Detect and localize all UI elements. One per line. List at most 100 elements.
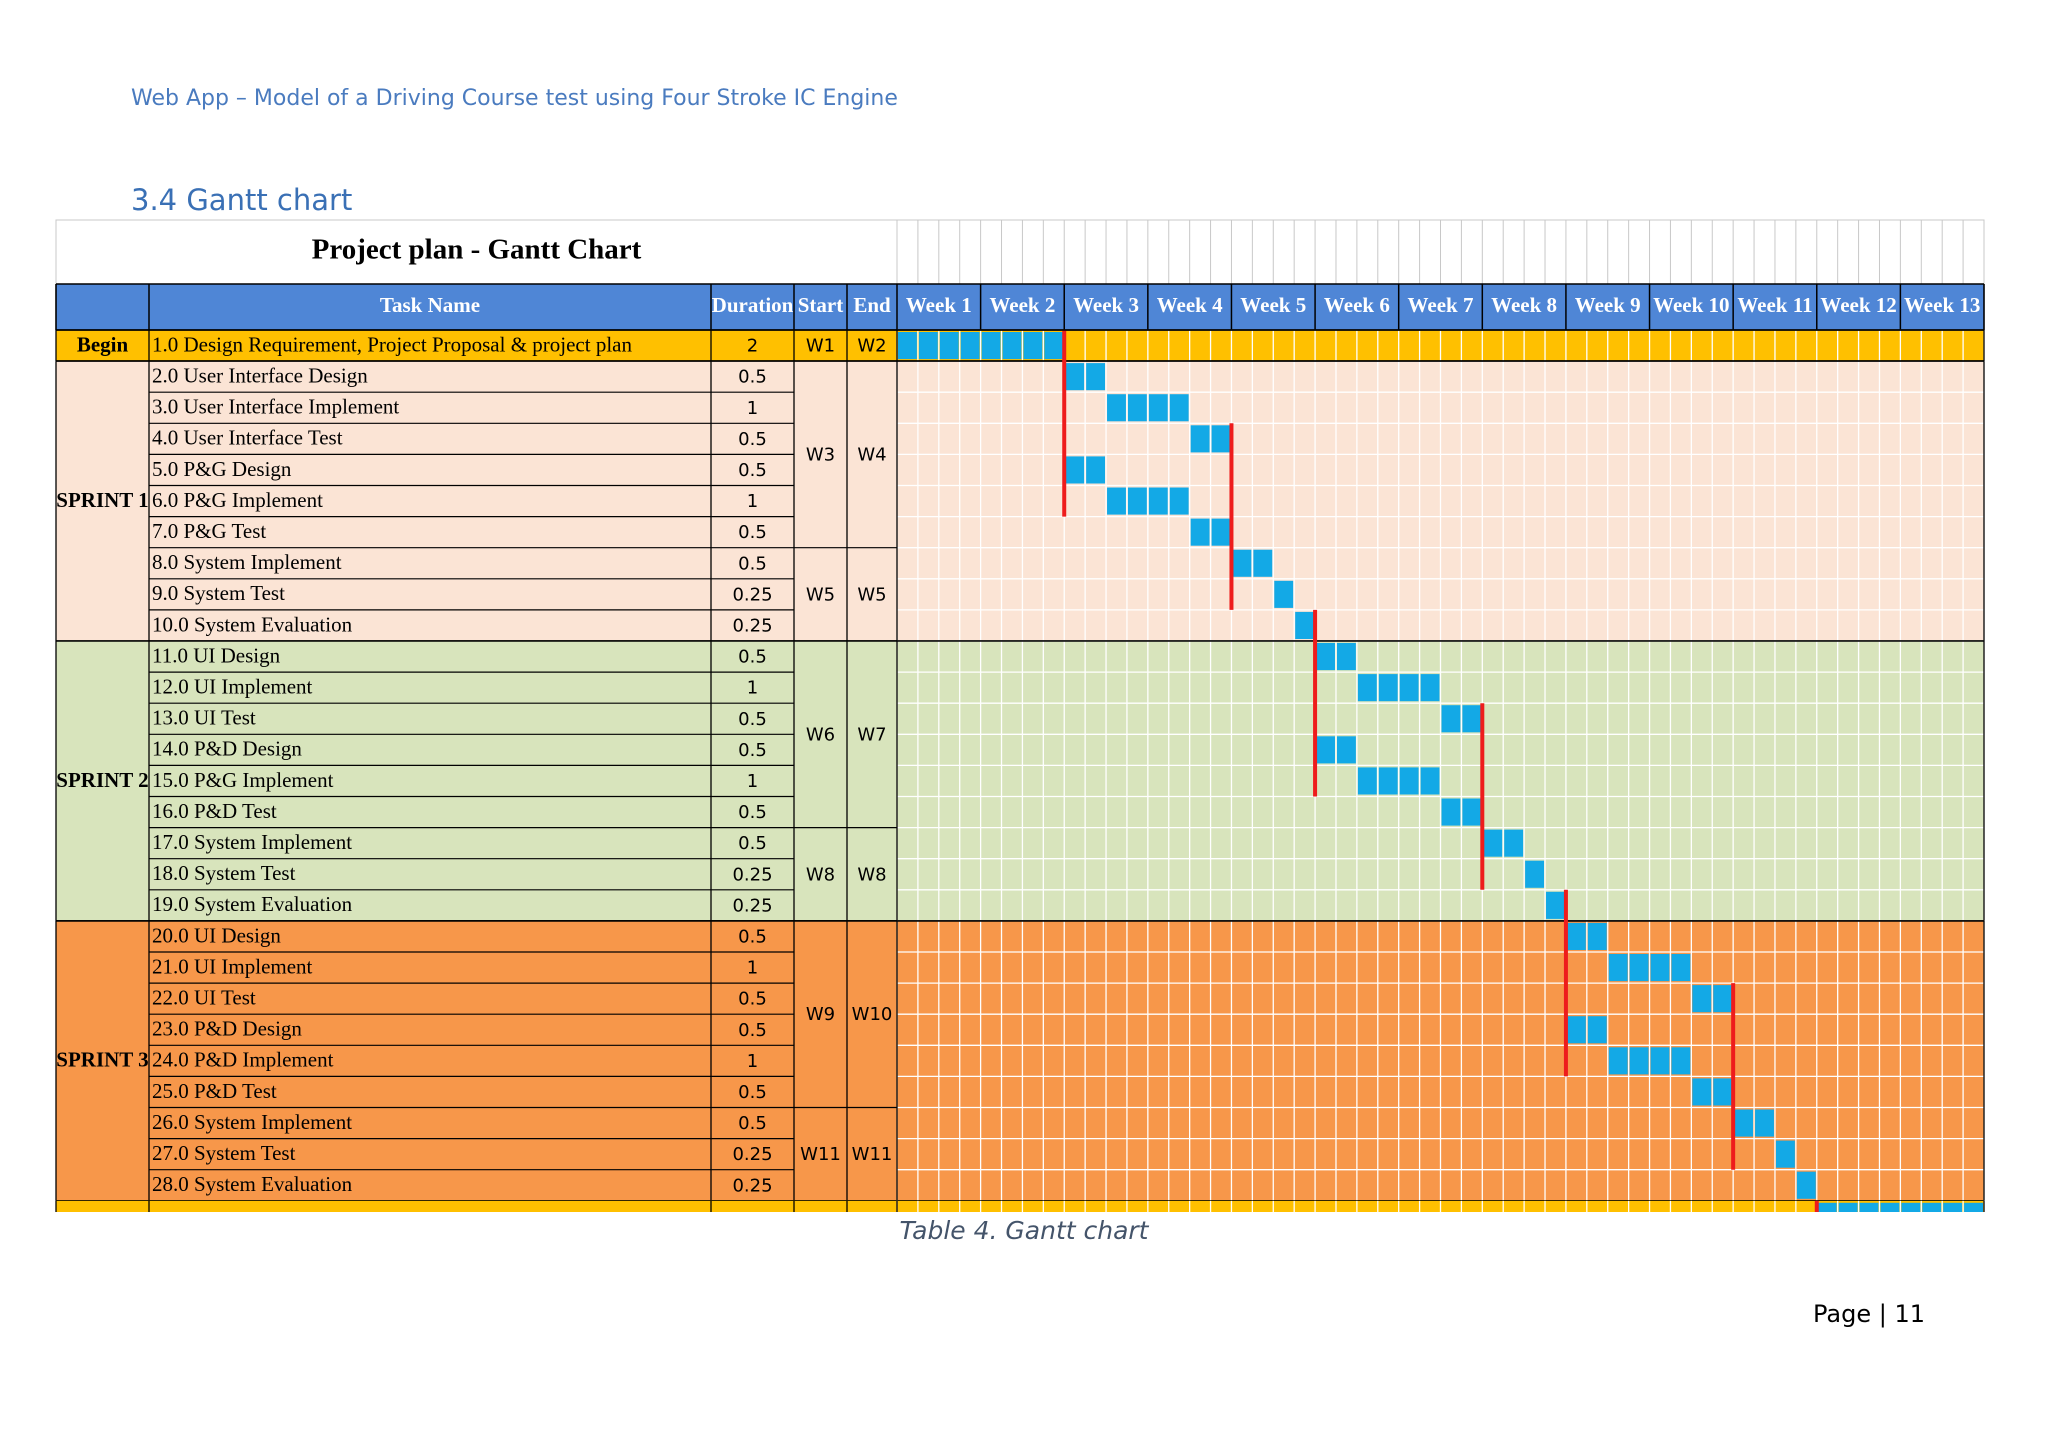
- task-bar-cell: [1587, 1016, 1607, 1044]
- task-bar-cell: [939, 332, 959, 360]
- task-name: 16.0 P&D Test: [152, 799, 277, 823]
- task-bar-cell: [1378, 767, 1398, 795]
- task-duration: 0.5: [738, 553, 767, 574]
- task-name: 11.0 UI Design: [152, 643, 281, 667]
- task-name: 6.0 P&G Implement: [152, 488, 323, 512]
- task-bar-cell: [1295, 611, 1315, 639]
- task-bar-cell: [1044, 332, 1064, 360]
- start-week: W3: [806, 444, 835, 465]
- week-header: Week 8: [1491, 293, 1557, 317]
- task-bar-cell: [1148, 394, 1168, 422]
- task-bar-cell: [1713, 985, 1733, 1013]
- task-bar-cell: [1838, 1202, 1858, 1212]
- task-bar-cell: [1211, 518, 1231, 546]
- task-bar-cell: [1650, 1047, 1670, 1075]
- task-duration: 0.5: [738, 1113, 767, 1134]
- week-header: Week 12: [1820, 293, 1896, 317]
- task-name: 4.0 User Interface Test: [152, 426, 343, 450]
- task-name: 18.0 System Test: [152, 861, 296, 885]
- task-bar-cell: [1629, 1047, 1649, 1075]
- task-duration: 1: [747, 958, 758, 979]
- task-bar-cell: [981, 332, 1001, 360]
- task-bar-cell: [1002, 332, 1022, 360]
- task-bar-cell: [1483, 829, 1503, 857]
- task-bar-cell: [1901, 1202, 1921, 1212]
- task-bar-cell: [1190, 518, 1210, 546]
- end-week: W4: [857, 444, 886, 465]
- table-caption: Table 4. Gantt chart: [899, 1216, 1149, 1245]
- task-duration: 2: [747, 336, 758, 357]
- task-bar-cell: [1755, 1109, 1774, 1137]
- task-bar-cell: [1796, 1171, 1816, 1199]
- task-bar-cell: [1943, 1202, 1963, 1212]
- task-bar-cell: [1546, 891, 1565, 919]
- end-week: W7: [857, 724, 886, 745]
- task-bar-cell: [1065, 456, 1085, 484]
- column-header: Duration: [712, 293, 794, 317]
- task-name: 24.0 P&D Implement: [152, 1048, 334, 1072]
- task-duration: 1: [747, 491, 758, 512]
- task-bar-cell: [1169, 394, 1189, 422]
- group-label: SPRINT 2: [56, 768, 148, 792]
- task-bar-cell: [1420, 674, 1440, 702]
- task-bar-cell: [1734, 1109, 1754, 1137]
- end-week: W2: [857, 336, 886, 357]
- task-bar-cell: [1671, 1047, 1691, 1075]
- task-name: 23.0 P&D Design: [152, 1017, 302, 1041]
- task-duration: 1: [747, 771, 758, 792]
- column-header: Task Name: [380, 293, 480, 317]
- task-bar-cell: [1274, 580, 1294, 608]
- task-duration: 0.5: [738, 1020, 767, 1041]
- task-duration: 1: [747, 678, 758, 699]
- end-week: W10: [852, 1004, 893, 1025]
- week-header: Week 13: [1904, 293, 1980, 317]
- task-duration: 0.5: [738, 833, 767, 854]
- task-name: 25.0 P&D Test: [152, 1079, 277, 1103]
- task-bar-cell: [1525, 860, 1545, 888]
- task-bar-cell: [1817, 1202, 1837, 1212]
- week-header: Week 11: [1737, 293, 1812, 317]
- group-label: SPRINT 1: [56, 488, 148, 512]
- task-name: 1.0 Design Requirement, Project Proposal…: [152, 332, 632, 356]
- task-duration: 0.25: [732, 1144, 772, 1165]
- start-week: W8: [806, 864, 835, 885]
- task-name: 28.0 System Evaluation: [152, 1172, 353, 1196]
- task-duration: 0.5: [738, 647, 767, 668]
- task-name: 15.0 P&G Implement: [152, 768, 334, 792]
- task-name: 7.0 P&G Test: [152, 519, 266, 543]
- task-bar-cell: [1211, 425, 1231, 453]
- start-week: W11: [800, 1144, 841, 1165]
- task-bar-cell: [1566, 1016, 1586, 1044]
- task-bar-cell: [1441, 798, 1461, 826]
- task-bar-cell: [1504, 829, 1524, 857]
- task-bar-cell: [1107, 394, 1126, 422]
- task-name: 8.0 System Implement: [152, 550, 342, 574]
- week-header: Week 9: [1575, 293, 1641, 317]
- task-bar-cell: [1378, 674, 1398, 702]
- task-duration: 0.5: [738, 429, 767, 450]
- task-duration: 0.25: [732, 584, 772, 605]
- task-bar-cell: [1462, 798, 1482, 826]
- week-header: Week 6: [1324, 293, 1390, 317]
- title-cell: [56, 220, 897, 284]
- week-header: Week 7: [1408, 293, 1474, 317]
- task-bar-cell: [1023, 332, 1043, 360]
- week-header: Week 3: [1073, 293, 1139, 317]
- start-week: W6: [806, 724, 835, 745]
- band-s2: [56, 641, 1984, 921]
- task-bar-cell: [1336, 736, 1356, 764]
- task-bar-cell: [1692, 985, 1712, 1013]
- task-name: 3.0 User Interface Implement: [152, 395, 399, 419]
- task-bar-cell: [1399, 767, 1419, 795]
- task-name: 9.0 System Test: [152, 581, 285, 605]
- task-bar-cell: [1692, 1078, 1712, 1106]
- task-name: 5.0 P&G Design: [152, 457, 292, 481]
- task-duration: 0.5: [738, 989, 767, 1010]
- group-label: Begin: [77, 332, 129, 356]
- task-duration: 1: [747, 1051, 758, 1072]
- start-week: W9: [806, 1004, 835, 1025]
- week-header: Week 2: [989, 293, 1055, 317]
- week-header: Week 4: [1157, 293, 1223, 317]
- task-name: 2.0 User Interface Design: [152, 363, 368, 387]
